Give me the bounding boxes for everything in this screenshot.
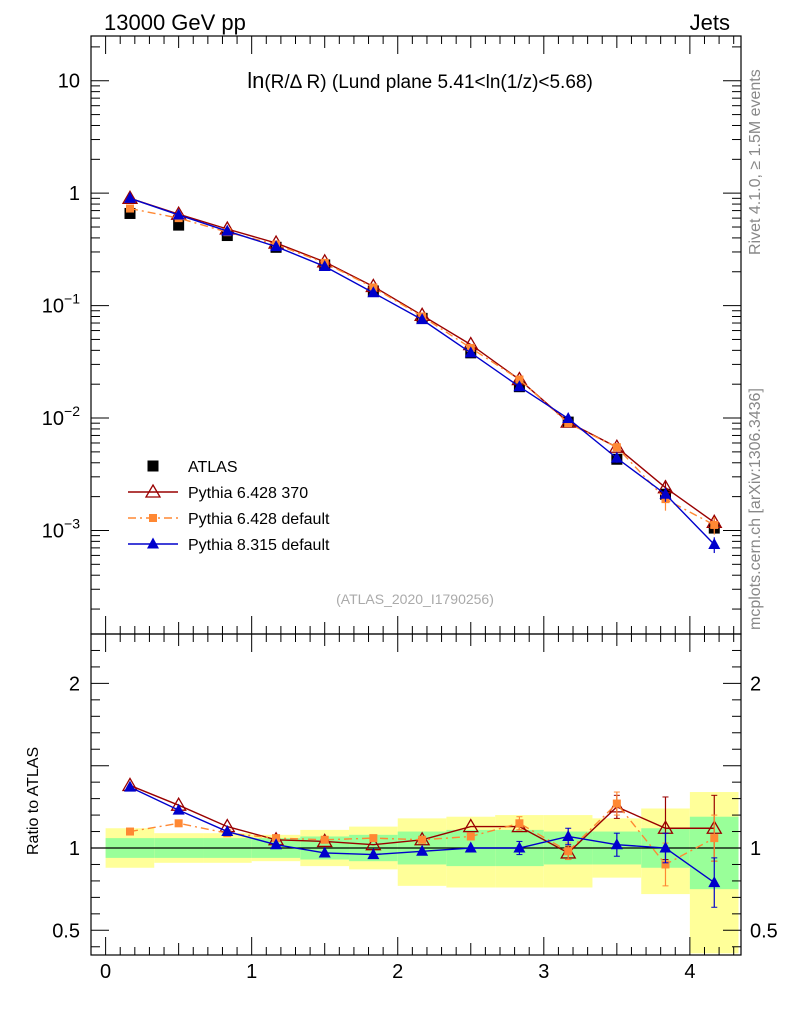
marker-triangle-filled: [562, 412, 575, 424]
legend-label: Pythia 8.315 default: [188, 537, 330, 554]
ratio-x-tick-label: 4: [684, 961, 695, 983]
marker-triangle-filled: [270, 838, 283, 850]
marker-triangle-filled: [416, 313, 429, 325]
legend-label: Pythia 6.428 370: [188, 485, 308, 502]
marker-triangle-filled: [416, 844, 429, 856]
marker-square-small: [126, 827, 134, 836]
marker-square-small: [126, 204, 134, 213]
marker-triangle-filled: [708, 876, 721, 888]
marker-square: [147, 460, 159, 472]
ratio-x-tick-label: 0: [100, 961, 111, 983]
marker-triangle-filled: [318, 846, 331, 858]
marker-triangle-filled: [659, 841, 672, 853]
ratio-x-tick-label: 2: [392, 961, 403, 983]
marker-triangle-open: [144, 483, 162, 498]
marker-triangle-filled: [367, 286, 380, 298]
ratio-x-tick-label: 1: [246, 961, 257, 983]
header-right: Jets: [690, 10, 730, 35]
marker-square-small: [710, 520, 719, 529]
tick-exp: −2: [64, 403, 80, 419]
marker-triangle-open: [462, 818, 479, 833]
marker-square-small: [661, 860, 670, 869]
marker-triangle-filled: [221, 224, 234, 236]
ratio-y-tick-label-left: 2: [69, 673, 80, 695]
ratio-x-tick-label: 3: [538, 961, 549, 983]
marker-square-small: [515, 375, 524, 384]
side-label-bottom: mcplots.cern.ch [arXiv:1306.3436]: [747, 388, 764, 630]
marker-triangle-filled: [124, 191, 136, 203]
legend-label: Pythia 6.428 default: [188, 511, 330, 528]
ratio-uncertainty-bands: [91, 792, 741, 954]
marker-square: [124, 207, 136, 219]
ratio-y-tick-label-right: 0.5: [750, 920, 778, 942]
marker-square-small: [174, 819, 183, 828]
ratio-y-tick-label-left: 0.5: [52, 920, 80, 942]
marker-square-small: [272, 834, 281, 843]
main-y-tick-label: 1: [69, 183, 80, 205]
ratio-y-tick-label-left: 1: [69, 838, 80, 860]
main-y-tick-label: 10−3: [42, 515, 80, 542]
marker-triangle-filled: [464, 841, 477, 853]
marker-triangle-filled: [610, 838, 623, 850]
marker-square-small: [515, 819, 524, 828]
legend-label: ATLAS: [188, 459, 238, 476]
marker-triangle-open: [121, 190, 139, 204]
analysis-watermark: (ATLAS_2020_I1790256): [336, 591, 494, 607]
main-y-tick-label: 10: [58, 71, 80, 93]
marker-triangle-filled: [659, 487, 672, 499]
marker-square-small: [612, 443, 621, 452]
main-y-tick-label: 10−1: [42, 291, 80, 318]
marker-square: [173, 219, 185, 231]
marker-square-small: [320, 835, 329, 844]
marker-square-small: [418, 835, 427, 844]
marker-triangle-filled: [610, 451, 623, 463]
marker-square-small: [564, 847, 573, 856]
header-left: 13000 GeV pp: [104, 10, 246, 35]
marker-triangle-filled: [513, 380, 526, 392]
ratio-panel: [121, 777, 723, 908]
marker-triangle-filled: [124, 780, 136, 792]
tick-base: 10: [42, 520, 64, 542]
tick-base: 10: [42, 408, 64, 430]
ratio-ylabel: Ratio to ATLAS: [25, 747, 42, 855]
marker-triangle-filled: [708, 538, 721, 550]
marker-triangle-filled: [172, 803, 185, 815]
marker-triangle-filled: [464, 346, 477, 358]
marker-square-small: [612, 799, 621, 808]
legend: ATLAS Pythia 6.428 370 Pythia 6.428 defaul…: [128, 459, 330, 554]
marker-square-small: [466, 832, 475, 841]
main-panel: [121, 190, 723, 554]
marker-triangle-filled: [221, 825, 234, 837]
marker-triangle-filled: [172, 208, 185, 220]
marker-triangle-filled: [270, 240, 283, 252]
plot-title: ln(R/Δ R) (Lund plane 5.41<ln(1/z)<5.68): [247, 68, 593, 93]
ratio-y-tick-label-right: 1: [750, 838, 761, 860]
side-label-top: Rivet 4.1.0, ≥ 1.5M events: [747, 69, 764, 255]
marker-triangle-filled: [147, 537, 159, 549]
plot-title-main: ln: [247, 68, 264, 93]
plot-title-rest: (R/Δ R) (Lund plane 5.41<ln(1/z)<5.68): [264, 72, 592, 93]
tick-base: 10: [42, 296, 64, 318]
series-line-pythia-6-428-default: [129, 207, 715, 526]
ratio-frame: [90, 633, 742, 956]
ratio-y-tick-label-right: 2: [750, 673, 761, 695]
marker-triangle-filled: [318, 259, 331, 271]
tick-exp: −1: [64, 291, 80, 307]
marker-triangle-filled: [513, 841, 526, 853]
marker-triangle-filled: [562, 829, 575, 841]
marker-square-small: [710, 834, 719, 843]
marker-square-small: [149, 514, 157, 522]
marker-square-small: [369, 834, 378, 843]
main-y-tick-label: 10−2: [42, 403, 80, 430]
marker-triangle-filled: [367, 848, 380, 860]
tick-exp: −3: [64, 515, 80, 531]
marker-square-small: [564, 419, 573, 428]
